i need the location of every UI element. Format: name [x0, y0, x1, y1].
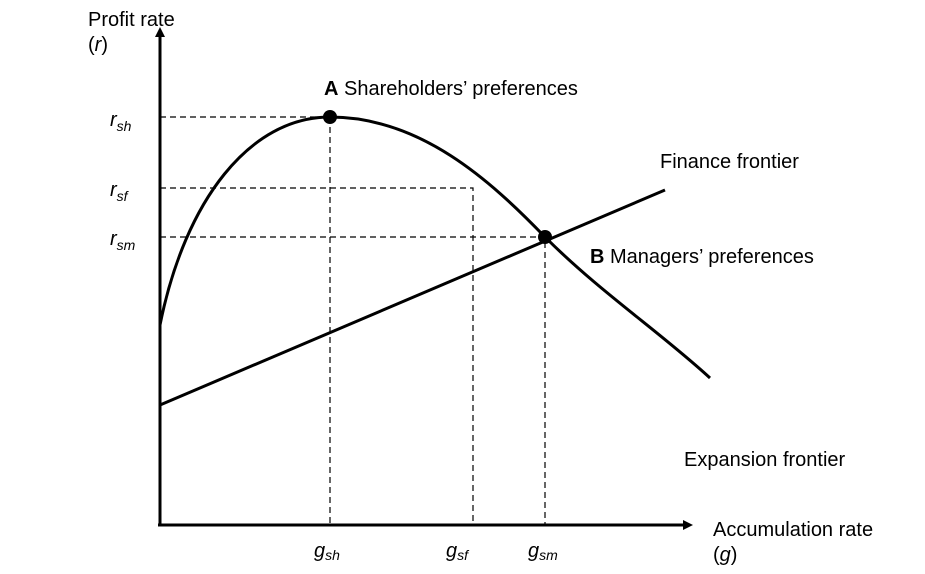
symbol: r	[110, 109, 118, 131]
point-letter: B	[590, 246, 604, 268]
g-label: gsm	[528, 540, 558, 563]
finance-frontier	[159, 188, 666, 407]
symbol: g	[528, 540, 539, 562]
paren: (	[713, 544, 720, 566]
x-axis-label: Accumulation rate	[713, 519, 873, 541]
paren: )	[101, 34, 108, 56]
subscript: sh	[325, 547, 340, 563]
point-b	[538, 230, 552, 244]
curve-label: Expansion frontier	[684, 449, 846, 471]
r-label: rsm	[110, 228, 136, 253]
point-label: A Shareholders’ preferences	[324, 78, 578, 100]
g-label: gsf	[446, 540, 470, 563]
paren: (	[88, 34, 95, 56]
subscript: sf	[117, 188, 130, 204]
point-label: B Managers’ preferences	[590, 246, 814, 268]
subscript: sm	[539, 547, 558, 563]
subscript: sm	[117, 237, 136, 253]
symbol: g	[446, 540, 457, 562]
point-text: Shareholders’ preferences	[344, 78, 578, 100]
symbol: g	[314, 540, 325, 562]
point-text: Managers’ preferences	[610, 246, 814, 268]
curve-label: Finance frontier	[660, 151, 799, 173]
r-label: rsf	[110, 179, 130, 204]
y-axis-label: Profit rate	[88, 9, 175, 31]
paren: )	[731, 544, 738, 566]
symbol: r	[110, 228, 118, 250]
guide-sf	[160, 187, 474, 525]
subscript: sh	[117, 118, 132, 134]
g-label: gsh	[314, 540, 340, 563]
point-letter: A	[324, 78, 338, 100]
symbol: r	[110, 179, 118, 201]
x-axis-symbol: (g)	[713, 544, 737, 566]
point-a	[323, 110, 337, 124]
guide-sh	[160, 116, 331, 525]
symbol: r	[95, 34, 103, 56]
symbol: g	[720, 544, 731, 566]
y-axis-symbol: (r)	[88, 34, 108, 56]
expansion-frontier	[158, 115, 712, 380]
r-label: rsh	[110, 109, 132, 134]
subscript: sf	[457, 547, 470, 563]
